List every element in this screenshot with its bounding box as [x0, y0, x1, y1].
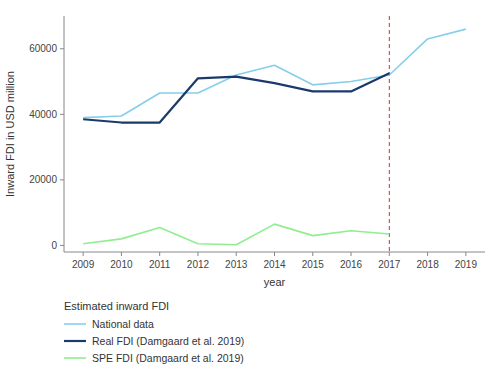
x-tick-label: 2009	[72, 259, 95, 270]
series-line	[83, 224, 389, 245]
x-tick	[236, 252, 237, 256]
y-axis-label: Inward FDI in USD million	[4, 71, 16, 197]
series-line	[83, 29, 466, 118]
x-axis-label: year	[264, 276, 286, 288]
x-tick-label: 2014	[263, 259, 286, 270]
x-tick	[351, 252, 352, 256]
y-tick	[60, 245, 64, 246]
legend-swatch	[64, 323, 86, 325]
x-tick-label: 2010	[110, 259, 133, 270]
x-tick	[465, 252, 466, 256]
legend-swatch	[64, 357, 86, 359]
y-tick	[60, 48, 64, 49]
legend: Estimated inward FDI National data Real FD…	[64, 300, 244, 364]
y-tick	[60, 179, 64, 180]
y-tick-label: 20000	[29, 174, 57, 185]
y-tick	[60, 114, 64, 115]
legend-label: National data	[92, 318, 154, 330]
x-tick	[389, 252, 390, 256]
x-tick-label: 2011	[149, 259, 171, 270]
x-tick-label: 2017	[378, 259, 401, 270]
x-tick	[197, 252, 198, 256]
x-tick-label: 2016	[340, 259, 363, 270]
chart: 2009 2010 2011 2012 2013 2014 2015 2016 2017 2018…	[0, 0, 500, 391]
x-tick	[159, 252, 160, 256]
y-tick-label: 60000	[29, 43, 57, 54]
x-tick-label: 2015	[302, 259, 325, 270]
x-tick	[121, 252, 122, 256]
y-tick-label: 40000	[29, 109, 57, 120]
x-tick-label: 2013	[225, 259, 248, 270]
x-tick-label: 2019	[455, 259, 478, 270]
x-tick	[274, 252, 275, 256]
x-tick	[427, 252, 428, 256]
y-tick-label: 0	[51, 240, 57, 251]
x-tick	[312, 252, 313, 256]
plot-area	[83, 16, 466, 252]
x-tick-label: 2018	[416, 259, 439, 270]
series-line	[83, 73, 389, 122]
x-tick	[83, 252, 84, 256]
legend-title: Estimated inward FDI	[64, 300, 169, 312]
reference-line	[389, 16, 390, 252]
x-tick-label: 2012	[187, 259, 210, 270]
legend-label: Real FDI (Damgaard et al. 2019)	[92, 335, 244, 347]
legend-swatch	[64, 340, 86, 342]
y-axis-line	[64, 16, 65, 252]
legend-label: SPE FDI (Damgaard et al. 2019)	[92, 352, 244, 364]
